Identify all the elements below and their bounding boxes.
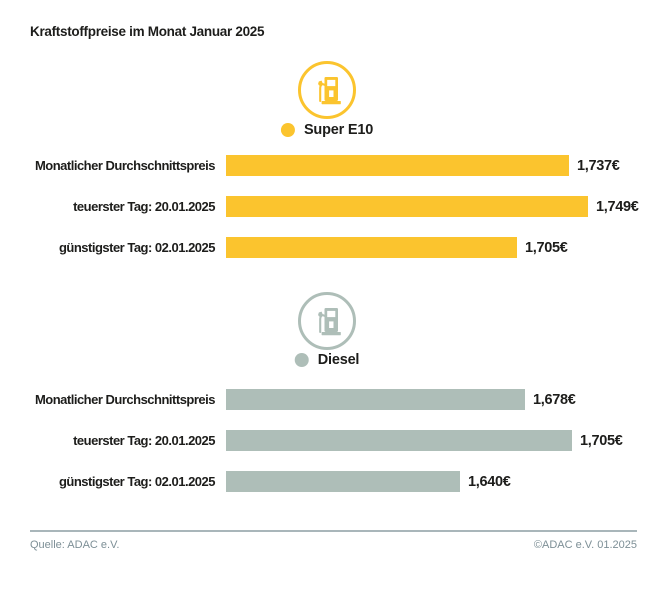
bar-label: Monatlicher Durchschnittspreis: [34, 392, 216, 407]
price-value: 1,640€: [468, 473, 511, 490]
bar-label: günstigster Tag: 02.01.2025: [58, 240, 216, 255]
bar-label: teuerster Tag: 20.01.2025: [73, 433, 215, 448]
legend-dot-diesel: [294, 353, 309, 367]
bar-row-diesel-max: teuerster Tag: 20.01.2025 1,705€: [0, 430, 668, 451]
price-value: 1,678€: [533, 391, 576, 408]
legend-label-diesel: Diesel: [317, 352, 360, 368]
price-bar: [226, 196, 588, 217]
price-bar: [226, 237, 517, 258]
footer-copyright: ©ADAC e.V. 01.2025: [533, 539, 637, 551]
price-value: 1,749€: [596, 198, 639, 215]
legend-diesel: Diesel: [294, 352, 360, 368]
price-value: 1,705€: [525, 239, 568, 256]
footer-source: Quelle: ADAC e.V.: [30, 539, 120, 551]
bar-label: Monatlicher Durchschnittspreis: [34, 158, 216, 173]
price-value: 1,737€: [577, 157, 620, 174]
fuel-pump-badge-super-e10: [298, 61, 356, 119]
price-bar: [226, 471, 460, 492]
bar-row-e10-min: günstigster Tag: 02.01.2025 1,705€: [0, 237, 668, 258]
legend-dot-super-e10: [280, 123, 295, 137]
footer-divider: [30, 530, 637, 532]
bar-row-diesel-average: Monatlicher Durchschnittspreis 1,678€: [0, 389, 668, 410]
price-bar: [226, 389, 525, 410]
fuel-pump-badge-diesel: [298, 292, 356, 350]
bar-label: günstigster Tag: 02.01.2025: [58, 474, 216, 489]
price-value: 1,705€: [580, 432, 623, 449]
fuel-pump-icon: [318, 77, 341, 105]
legend-label-super-e10: Super E10: [303, 122, 374, 138]
bar-row-e10-max: teuerster Tag: 20.01.2025 1,749€: [0, 196, 668, 217]
legend-super-e10: Super E10: [280, 122, 374, 138]
bar-row-diesel-min: günstigster Tag: 02.01.2025 1,640€: [0, 471, 668, 492]
bar-row-e10-average: Monatlicher Durchschnittspreis 1,737€: [0, 155, 668, 176]
page-title: Kraftstoffpreise im Monat Januar 2025: [30, 24, 265, 39]
price-bar: [226, 430, 572, 451]
fuel-pump-icon: [318, 308, 341, 336]
price-bar: [226, 155, 569, 176]
bar-label: teuerster Tag: 20.01.2025: [73, 199, 215, 214]
